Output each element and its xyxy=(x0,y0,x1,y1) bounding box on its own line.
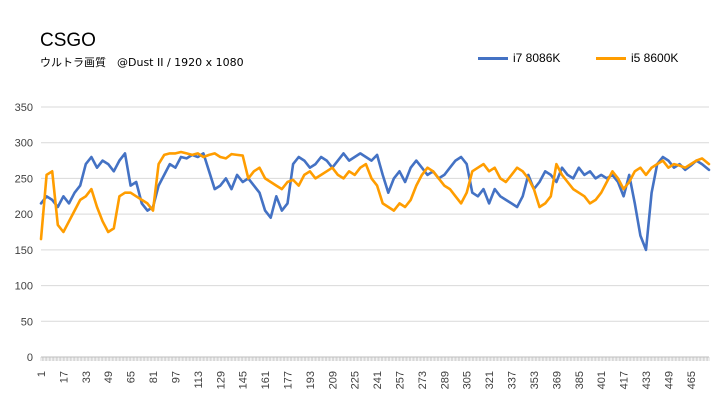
x-tick-label: 337 xyxy=(507,371,519,389)
y-tick-label: 50 xyxy=(21,316,33,328)
x-tick-label: 129 xyxy=(215,371,227,389)
x-tick-label: 145 xyxy=(238,371,250,389)
x-tick-label: 33 xyxy=(81,371,93,383)
x-tick-label: 449 xyxy=(663,371,675,389)
y-tick-label: 0 xyxy=(27,352,33,364)
x-tick-label: 17 xyxy=(58,371,70,383)
x-tick-label: 369 xyxy=(551,371,563,389)
x-tick-label: 97 xyxy=(170,371,182,383)
y-tick-label: 350 xyxy=(15,102,33,114)
y-tick-label: 300 xyxy=(15,138,33,150)
x-tick-label: 193 xyxy=(305,371,317,389)
x-tick-label: 257 xyxy=(395,371,407,389)
y-tick-label: 150 xyxy=(15,245,33,257)
legend-label-series-2: i5 8600K xyxy=(631,51,679,65)
x-tick-label: 433 xyxy=(641,371,653,389)
x-tick-label: 401 xyxy=(596,371,608,389)
x-tick-label: 113 xyxy=(193,371,205,389)
x-tick-label: 225 xyxy=(350,371,362,389)
x-tick-label: 49 xyxy=(103,371,115,383)
x-tick-label: 177 xyxy=(282,371,294,389)
x-tick-label: 289 xyxy=(439,371,451,389)
series-line-2 xyxy=(39,150,711,241)
x-tick-label: 241 xyxy=(372,371,384,389)
x-tick-label: 353 xyxy=(529,371,541,389)
y-tick-label: 250 xyxy=(15,173,33,185)
chart-subtitle: ウルトラ画質 @Dust II / 1920 x 1080 xyxy=(40,56,244,69)
x-tick-label: 417 xyxy=(619,371,631,389)
legend-label-series-1: i7 8086K xyxy=(513,51,561,65)
chart-title: CSGO xyxy=(40,30,96,51)
x-tick-label: 273 xyxy=(417,371,429,389)
x-tick-label: 65 xyxy=(126,371,138,383)
x-tick-label: 385 xyxy=(574,371,586,389)
y-tick-label: 100 xyxy=(15,281,33,293)
y-tick-label: 200 xyxy=(15,209,33,221)
x-tick-label: 465 xyxy=(686,371,698,389)
x-tick-label: 81 xyxy=(148,371,160,383)
legend-entry-series-1: i7 8086K xyxy=(478,51,560,65)
x-tick-label: 305 xyxy=(462,371,474,389)
x-tick-label: 321 xyxy=(484,371,496,389)
legend-swatch-series-2 xyxy=(596,56,626,60)
x-tick-label: 1 xyxy=(36,371,48,377)
legend-entry-series-2: i5 8600K xyxy=(596,51,678,65)
series-line-1 xyxy=(39,152,711,252)
x-tick-label: 161 xyxy=(260,371,272,389)
x-tick-label: 209 xyxy=(327,371,339,389)
legend-swatch-series-1 xyxy=(478,56,508,60)
